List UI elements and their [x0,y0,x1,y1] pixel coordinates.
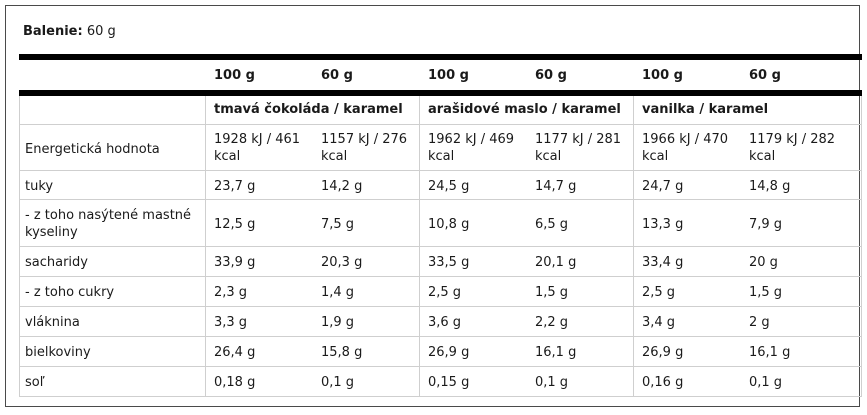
column-header: 60 g [535,68,567,83]
table-cell: 1179 kJ / 282 kcal [749,132,836,164]
table-cell: 1928 kJ / 461 kcal [214,132,301,164]
column-header: 60 g [749,68,781,83]
package-label: Balenie: [23,24,83,39]
table-cell: 1177 kJ / 281 kcal [535,132,622,164]
table-cell: 0,1 g [535,375,569,390]
table-cell: 0,15 g [428,375,470,390]
table-cell: 0,16 g [642,375,684,390]
table-cell: 3,4 g [642,315,676,330]
table-cell: 0,1 g [321,375,355,390]
column-header: 60 g [321,68,353,83]
table-cell: 26,9 g [428,345,470,360]
table-cell: 12,5 g [214,217,256,232]
top-rule [19,54,862,60]
row-divider [19,396,862,397]
table-cell: 14,8 g [749,179,791,194]
table-cell: 33,4 g [642,255,684,270]
table-cell: 7,9 g [749,217,783,232]
table-cell: 1157 kJ / 276 kcal [321,132,408,164]
row-divider [19,336,862,337]
row-divider [19,170,862,171]
nutrition-table-frame [5,5,860,407]
flavor-header: arašidové maslo / karamel [428,102,621,117]
table-cell: 33,9 g [214,255,256,270]
table-cell: 0,18 g [214,375,256,390]
table-cell: 6,5 g [535,217,569,232]
row-label: Energetická hodnota [25,142,160,157]
row-label: vláknina [25,315,80,330]
column-divider [633,96,634,397]
header-rule [19,90,862,96]
flavor-header: tmavá čokoláda / karamel [214,102,403,117]
row-label: tuky [25,179,54,194]
row-label: - z toho nasýtené mastné kyseliny [25,208,192,240]
table-cell: 1962 kJ / 469 kcal [428,132,515,164]
table-cell: 20 g [749,255,778,270]
row-label: soľ [25,375,45,390]
table-cell: 14,7 g [535,179,577,194]
column-header: 100 g [428,68,469,83]
table-cell: 13,3 g [642,217,684,232]
table-cell: 1,4 g [321,285,355,300]
row-label: sacharidy [25,255,88,270]
table-cell: 20,3 g [321,255,363,270]
table-cell: 3,3 g [214,315,248,330]
table-cell: 3,6 g [428,315,462,330]
table-cell: 2,2 g [535,315,569,330]
table-cell: 14,2 g [321,179,363,194]
column-divider [419,96,420,397]
column-divider [19,96,20,397]
row-divider [19,199,862,200]
table-cell: 16,1 g [749,345,791,360]
package-value: 60 g [86,24,116,39]
table-cell: 7,5 g [321,217,355,232]
table-cell: 0,1 g [749,375,783,390]
table-cell: 1966 kJ / 470 kcal [642,132,729,164]
row-divider [19,366,862,367]
row-divider [19,246,862,247]
package-size: Balenie: 60 g [23,24,116,39]
table-cell: 2,3 g [214,285,248,300]
table-cell: 20,1 g [535,255,577,270]
row-label: bielkoviny [25,345,91,360]
table-cell: 15,8 g [321,345,363,360]
table-cell: 24,5 g [428,179,470,194]
table-cell: 1,5 g [749,285,783,300]
table-cell: 26,9 g [642,345,684,360]
table-cell: 23,7 g [214,179,256,194]
column-header: 100 g [214,68,255,83]
row-divider [19,276,862,277]
column-header: 100 g [642,68,683,83]
row-divider [19,124,862,125]
table-cell: 2,5 g [642,285,676,300]
table-cell: 1,9 g [321,315,355,330]
column-divider [205,96,206,397]
table-cell: 2,5 g [428,285,462,300]
row-label: - z toho cukry [25,285,115,300]
table-cell: 1,5 g [535,285,569,300]
column-divider [861,96,862,397]
table-cell: 10,8 g [428,217,470,232]
table-cell: 16,1 g [535,345,577,360]
table-cell: 24,7 g [642,179,684,194]
table-cell: 2 g [749,315,770,330]
table-cell: 33,5 g [428,255,470,270]
flavor-header: vanilka / karamel [642,102,769,117]
table-cell: 26,4 g [214,345,256,360]
row-divider [19,306,862,307]
